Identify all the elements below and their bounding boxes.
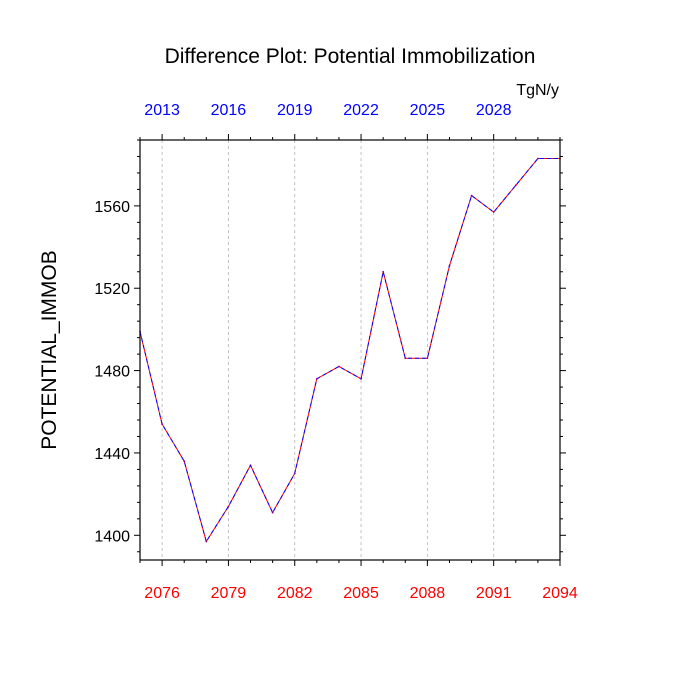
x-tick-label-2094: 2094 — [542, 585, 578, 602]
data-point-2091 — [492, 211, 495, 213]
top-tick-label-2013: 2013 — [144, 102, 180, 119]
series-line-difference-blue — [139, 158, 560, 543]
x-tick-label-2088: 2088 — [410, 585, 446, 602]
data-point-2089 — [448, 264, 451, 267]
data-point-2087 — [404, 357, 407, 360]
data-point-2083 — [315, 377, 318, 380]
x-tick-label-2091: 2091 — [476, 585, 512, 602]
y-tick-label-1440: 1440 — [94, 446, 130, 463]
top-tick-label-2022: 2022 — [343, 102, 379, 119]
x-tick-label-2079: 2079 — [211, 585, 247, 602]
data-point-2081 — [271, 511, 274, 514]
data-point-2077 — [183, 460, 186, 463]
y-tick-label-1520: 1520 — [94, 281, 130, 298]
top-tick-label-2025: 2025 — [410, 102, 446, 119]
data-point-2085 — [360, 377, 362, 380]
units-label: TgN/y — [516, 82, 559, 99]
plot-series — [139, 157, 561, 543]
axes: 2076 2079 2082 2085 2088 2091 2094 2013 2016 2019… — [94, 102, 577, 602]
data-point-2086 — [382, 270, 385, 273]
plot-frame — [139, 139, 561, 561]
y-tick-label-1400: 1400 — [94, 528, 130, 545]
y-tick-label-1560: 1560 — [94, 199, 130, 216]
x-tick-label-2085: 2085 — [343, 585, 379, 602]
data-point-2080 — [249, 464, 252, 467]
data-point-2084 — [338, 365, 340, 368]
x-tick-label-2076: 2076 — [144, 585, 180, 602]
y-tick-label-1480: 1480 — [94, 364, 130, 381]
data-point-2093 — [536, 157, 539, 160]
top-tick-label-2019: 2019 — [277, 102, 313, 119]
data-point-2076 — [161, 423, 164, 426]
data-point-2078 — [205, 540, 208, 543]
y-axis-label: POTENTIAL_IMMOB — [38, 250, 61, 450]
top-tick-label-2028: 2028 — [476, 102, 512, 119]
chart-title: Difference Plot: Potential Immobilizatio… — [165, 45, 536, 68]
data-point-2092 — [514, 184, 517, 187]
x-tick-label-2082: 2082 — [277, 585, 313, 602]
data-point-2082 — [293, 472, 296, 475]
grid-lines — [161, 140, 495, 560]
top-tick-label-2016: 2016 — [211, 102, 247, 119]
data-point-2088 — [426, 357, 429, 360]
data-point-2090 — [470, 194, 473, 197]
data-point-2079 — [227, 505, 230, 508]
